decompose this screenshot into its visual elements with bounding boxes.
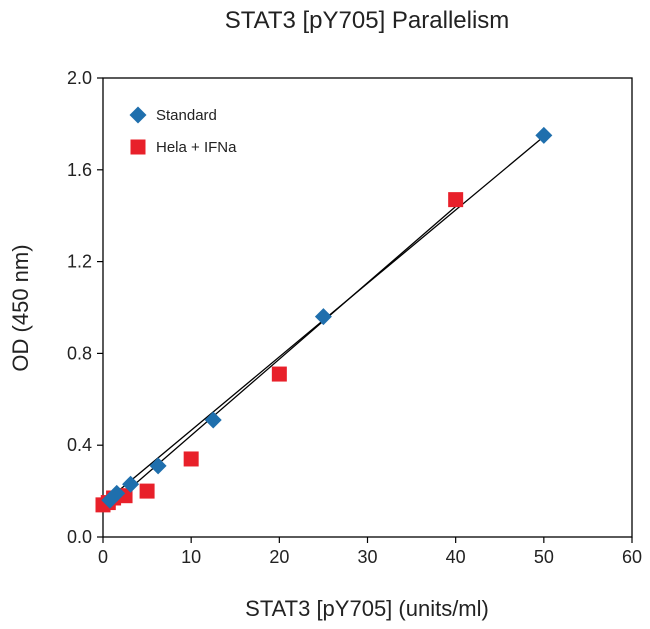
axes: 0 10 20 30 40 50 60 0.0 0.4 0.8 1.2 1.6 2.0 bbox=[67, 68, 642, 567]
standard-point bbox=[535, 126, 553, 144]
legend-label-hela: Hela + IFNa bbox=[156, 139, 237, 156]
x-tick-label: 10 bbox=[181, 547, 201, 567]
legend-marker-standard bbox=[129, 106, 147, 124]
hela-point bbox=[448, 192, 464, 208]
fit-line-hela bbox=[102, 206, 457, 513]
chart-title: STAT3 [pY705] Parallelism bbox=[225, 7, 510, 34]
y-axis-label: OD (450 nm) bbox=[8, 244, 33, 371]
y-tick-label: 0.8 bbox=[67, 343, 92, 363]
series-standard bbox=[101, 126, 553, 509]
hela-point bbox=[139, 483, 155, 499]
y-tick-label: 1.6 bbox=[67, 160, 92, 180]
legend: Standard Hela + IFNa bbox=[129, 106, 237, 156]
standard-point bbox=[149, 457, 167, 475]
x-tick-label: 50 bbox=[534, 547, 554, 567]
hela-point bbox=[271, 366, 287, 382]
x-axis-label: STAT3 [pY705] (units/ml) bbox=[245, 596, 489, 621]
y-tick-label: 1.2 bbox=[67, 252, 92, 272]
x-tick-label: 0 bbox=[98, 547, 108, 567]
standard-point bbox=[108, 484, 126, 502]
y-tick-label: 0.4 bbox=[67, 435, 92, 455]
y-tick-label: 2.0 bbox=[67, 68, 92, 88]
legend-label-standard: Standard bbox=[156, 107, 217, 124]
hela-point bbox=[183, 451, 199, 467]
x-tick-label: 30 bbox=[357, 547, 377, 567]
standard-point bbox=[314, 308, 332, 326]
x-tick-label: 60 bbox=[622, 547, 642, 567]
legend-marker-hela bbox=[130, 139, 146, 155]
standard-point bbox=[122, 475, 140, 493]
x-tick-label: 40 bbox=[446, 547, 466, 567]
data-points bbox=[95, 126, 553, 513]
x-tick-label: 20 bbox=[269, 547, 289, 567]
standard-point bbox=[204, 411, 222, 429]
y-tick-label: 0.0 bbox=[67, 527, 92, 547]
